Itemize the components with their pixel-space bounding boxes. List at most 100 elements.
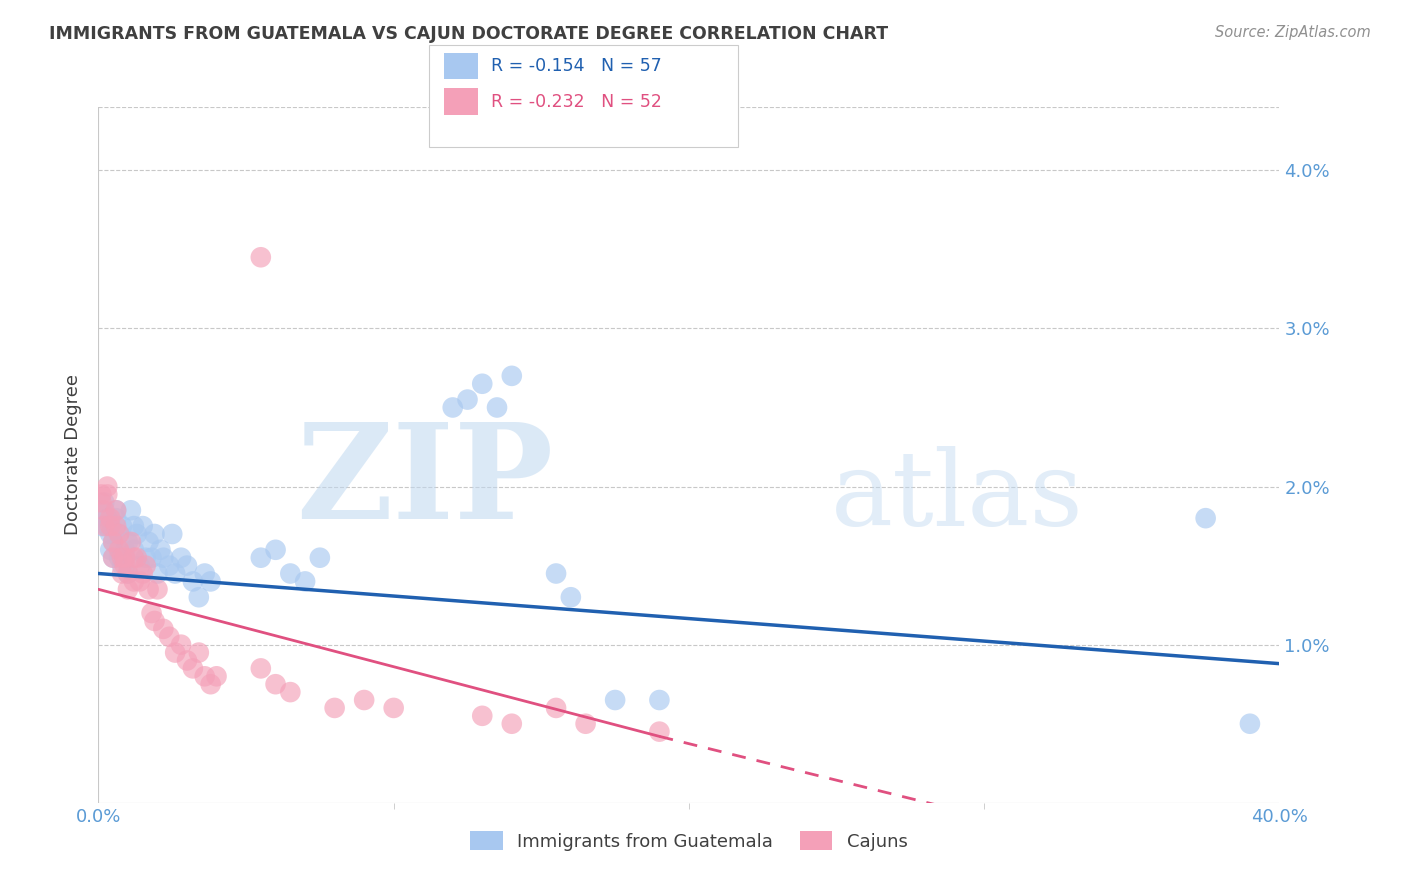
Point [138,534,160,549]
Point [176,653,198,667]
Point [117,566,139,581]
Point [128,558,150,573]
Point [120,503,142,517]
Text: ZIP: ZIP [297,418,553,548]
Point [96,479,118,493]
Point [605,693,627,707]
Point [111,566,134,581]
Point [162,527,183,541]
Point [294,574,316,589]
Point [264,677,287,691]
Point [103,550,125,565]
Point [117,566,139,581]
Point [560,591,582,605]
Point [111,550,134,565]
Point [90,495,112,509]
Point [108,542,131,557]
Point [111,519,134,533]
Point [1239,716,1261,731]
Point [170,550,193,565]
Point [205,669,228,683]
Point [108,527,131,541]
Point [143,614,166,628]
Point [264,542,287,557]
Text: R = -0.154   N = 57: R = -0.154 N = 57 [491,57,661,75]
Point [187,591,209,605]
Point [546,701,568,715]
Point [441,401,464,415]
Point [98,527,121,541]
Point [114,550,136,565]
Point [250,250,273,264]
Point [114,558,136,573]
Point [157,558,180,573]
Point [309,550,332,565]
Point [157,630,180,644]
Point [471,376,494,391]
Point [353,693,375,707]
Point [117,582,139,597]
Point [250,661,273,675]
Point [122,519,145,533]
Point [194,566,217,581]
Point [90,519,112,533]
Point [250,550,273,565]
Point [128,574,150,589]
Point [111,558,134,573]
Point [98,511,121,525]
Point [93,519,115,533]
Text: atlas: atlas [831,446,1084,548]
Point [105,503,128,517]
Point [108,550,131,565]
Point [546,566,568,581]
Point [149,542,172,557]
Point [96,519,118,533]
Point [105,519,128,533]
Point [165,566,187,581]
Point [152,550,174,565]
Point [457,392,479,407]
Point [96,487,118,501]
Point [125,550,148,565]
Y-axis label: Doctorate Degree: Doctorate Degree [65,375,83,535]
Point [181,661,204,675]
Point [486,401,509,415]
Point [152,622,174,636]
Point [323,701,346,715]
Point [280,566,302,581]
Point [122,574,145,589]
Point [176,558,198,573]
Point [146,566,169,581]
Point [194,669,217,683]
Point [200,677,222,691]
Point [138,582,160,597]
Point [93,495,115,509]
Point [120,534,142,549]
Point [90,487,112,501]
Point [280,685,302,699]
Point [114,542,136,557]
Point [98,542,121,557]
Point [471,708,494,723]
Point [93,503,115,517]
Point [575,716,598,731]
Point [132,566,155,581]
Point [181,574,204,589]
Point [132,519,155,533]
Point [103,534,125,549]
Point [122,542,145,557]
Point [648,724,671,739]
Point [135,558,157,573]
Point [98,519,121,533]
Point [114,550,136,565]
Point [382,701,405,715]
Point [187,646,209,660]
Text: Source: ZipAtlas.com: Source: ZipAtlas.com [1215,25,1371,40]
Point [170,638,193,652]
Legend: Immigrants from Guatemala, Cajuns: Immigrants from Guatemala, Cajuns [461,822,917,860]
Point [501,368,523,383]
Point [108,527,131,541]
Text: R = -0.232   N = 52: R = -0.232 N = 52 [491,93,662,111]
Point [96,511,118,525]
Point [122,550,145,565]
